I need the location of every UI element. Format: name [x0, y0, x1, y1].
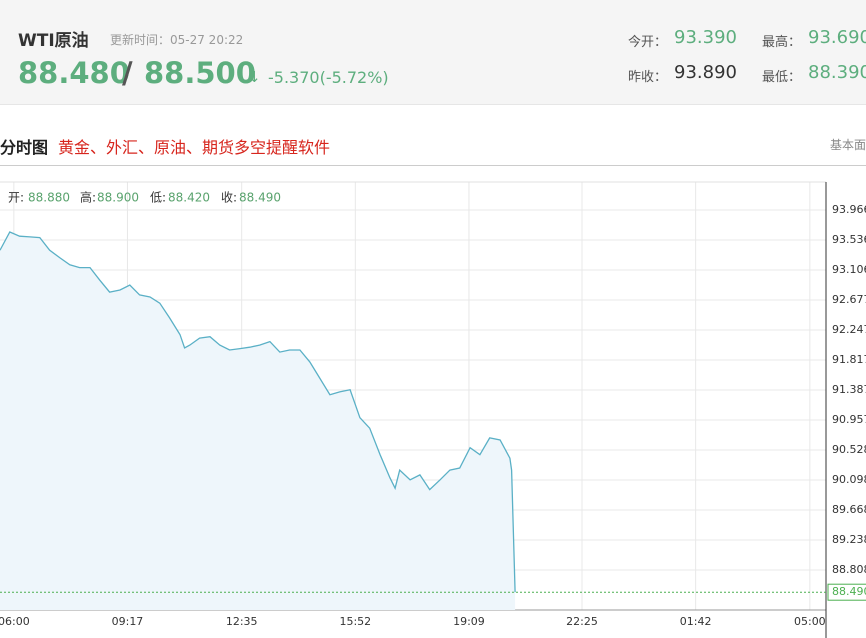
stat-label: 昨收： [628, 70, 668, 85]
x-tick-label: 15:52 [339, 615, 371, 628]
divider [0, 165, 866, 166]
x-tick-label: 19:09 [453, 615, 485, 628]
info-value: 88.490 [239, 191, 281, 205]
x-tick-label: 01:42 [680, 615, 712, 628]
y-tick-label: 89.238 [832, 533, 866, 546]
last-price-label: 88.490 [832, 585, 866, 598]
y-tick-label: 92.247 [832, 323, 866, 336]
info-value: 88.420 [168, 191, 210, 205]
last-price-box [827, 583, 866, 601]
title: WTI原油 [18, 31, 89, 51]
stat-value: 88.390 [808, 62, 866, 83]
y-tick-label: 92.677 [832, 293, 866, 306]
info-label: 低: [150, 191, 166, 205]
price2: 88.500 [144, 56, 256, 90]
y-tick-label: 91.817 [832, 353, 866, 366]
x-tick-label: 09:17 [112, 615, 144, 628]
y-tick-label: 93.536 [832, 233, 866, 246]
change: -5.370(-5.72%) [268, 68, 389, 87]
arrow: ↓ [248, 68, 261, 86]
x-tick-label: 05:00 [794, 615, 826, 628]
y-tick-label: 91.387 [832, 383, 866, 396]
info-label: 高: [80, 190, 96, 205]
info-label: 开: [8, 191, 24, 205]
y-tick-label: 90.098 [832, 473, 866, 486]
tab[interactable]: 基本面 [830, 138, 866, 152]
stat-label: 最高： [762, 35, 802, 50]
y-tick-label: 90.528 [832, 443, 866, 456]
y-tick-label: 93.966 [832, 203, 866, 216]
y-tick-label: 90.957 [832, 413, 866, 426]
quote-header: WTI原油 更新时间：05-27 20:22 88.480 / 88.500 ↓… [0, 0, 866, 105]
x-tick-label: 06:00 [0, 615, 30, 628]
promo-link[interactable]: 黄金、外汇、原油、期货多空提醒软件 [58, 138, 331, 157]
plot: 93.966 93.536 93.106 92.677 92.247 91.817 91.3… [0, 181, 866, 638]
stat-label: 最低： [762, 70, 802, 85]
x-tick-label: 12:35 [226, 615, 258, 628]
price: 88.480 [18, 56, 130, 90]
area [0, 232, 516, 610]
y-tick-label: 88.808 [832, 563, 866, 576]
separator: / [122, 56, 133, 90]
section-title: 分时图 [0, 138, 49, 157]
stat-value: 93.890 [674, 62, 737, 83]
stat-label: 今开： [628, 35, 668, 50]
stat-value: 93.390 [674, 27, 737, 48]
info-label: 收: [221, 191, 237, 205]
info-value: 88.900 [97, 191, 139, 205]
y-tick-label: 89.668 [832, 503, 866, 516]
price-line [0, 231, 516, 593]
y-tick-label: 93.106 [832, 263, 866, 276]
x-tick-label: 22:25 [566, 615, 598, 628]
info-value: 88.880 [28, 191, 70, 205]
stat-value: 93.690 [808, 27, 866, 48]
update-time: 更新时间：05-27 20:22 [110, 33, 244, 47]
